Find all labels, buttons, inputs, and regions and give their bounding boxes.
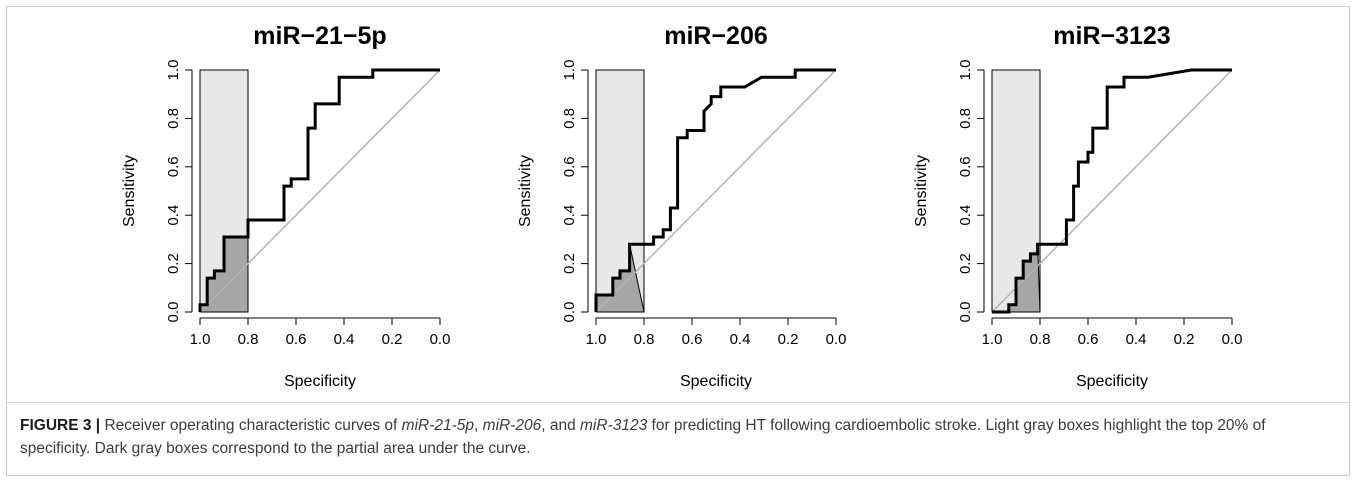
diagonal-reference-line [991,69,1233,313]
y-tick-label: 0.8 [165,108,182,129]
panel-title: miR−21−5p [253,22,386,50]
x-tick-label: 0.4 [1126,331,1147,348]
x-tick-label: 0.2 [778,331,799,348]
caption-text-2: , [474,417,483,434]
y-tick-label: 0.0 [957,302,974,323]
y-tick-label: 0.6 [561,156,578,177]
y-tick-label: 0.6 [957,156,974,177]
x-tick-label: 1.0 [190,331,211,348]
x-tick-label: 0.0 [826,331,847,348]
x-tick-label: 0.6 [286,331,307,348]
diagonal-reference-line [595,69,837,313]
figure-caption: FIGURE 3 | Receiver operating characteri… [20,414,1340,460]
roc-curve [992,68,1232,314]
roc-panel-1: miR−21−5p 1.0 0.8 0.6 0.4 0.2 0.0 Specificity 0.… [121,22,450,390]
caption-gene-2: miR-206 [482,417,542,434]
y-axis-label: Sensitivity [121,155,138,227]
caption-text-4: for predicting HT following cardioemboli… [20,417,1266,457]
roc-curve [594,68,836,312]
x-axis-label: Specificity [680,373,752,390]
y-tick-label: 0.8 [561,108,578,129]
y-tick-label: 0.4 [561,205,578,226]
y-tick-label: 0.2 [561,253,578,274]
caption-text-1: Receiver operating characteristic curves… [100,417,402,434]
caption-gene-1: miR-21-5p [401,417,475,434]
x-tick-label: 0.4 [334,331,355,348]
y-tick-label: 0.2 [165,253,182,274]
panel-title: miR−206 [664,22,768,50]
y-tick-label: 0.0 [561,302,578,323]
roc-curve [198,68,440,312]
x-axis-label: Specificity [284,373,356,390]
diagonal-reference-line [199,69,441,313]
figure-label: FIGURE 3 | [20,417,101,434]
caption-text-3: , and [541,417,581,434]
y-tick-label: 0.4 [957,205,974,226]
y-tick-label: 0.0 [165,302,182,323]
x-tick-label: 0.0 [1222,331,1243,348]
x-tick-label: 0.2 [1174,331,1195,348]
x-tick-label: 0.4 [730,331,751,348]
roc-panel-2: miR−206 1.0 0.8 0.6 0.4 0.2 0.0 Specificity 0.0 0… [517,22,846,390]
x-tick-label: 1.0 [982,331,1003,348]
caption-gene-3: miR-3123 [580,417,648,434]
y-tick-label: 0.2 [957,253,974,274]
x-tick-label: 0.6 [682,331,703,348]
x-tick-label: 0.2 [382,331,403,348]
y-axis-label: Sensitivity [913,155,930,227]
y-tick-label: 1.0 [165,60,182,81]
x-tick-label: 0.8 [634,331,655,348]
y-tick-label: 0.8 [957,108,974,129]
roc-figure: miR−21−5p 1.0 0.8 0.6 0.4 0.2 0.0 Specificity 0.… [121,22,1242,390]
roc-panel-3: miR−3123 1.0 0.8 0.6 0.4 0.2 0.0 Specificity 0.0… [913,22,1242,390]
caption-divider [7,402,1349,403]
y-tick-label: 1.0 [957,60,974,81]
x-tick-label: 0.6 [1078,331,1099,348]
y-tick-label: 1.0 [561,60,578,81]
x-tick-label: 1.0 [586,331,607,348]
x-tick-label: 0.8 [1030,331,1051,348]
x-tick-label: 0.8 [238,331,259,348]
x-tick-label: 0.0 [430,331,451,348]
y-tick-label: 0.4 [165,205,182,226]
y-axis-label: Sensitivity [517,155,534,227]
panel-title: miR−3123 [1053,22,1170,50]
x-axis-label: Specificity [1076,373,1148,390]
y-tick-label: 0.6 [165,156,182,177]
